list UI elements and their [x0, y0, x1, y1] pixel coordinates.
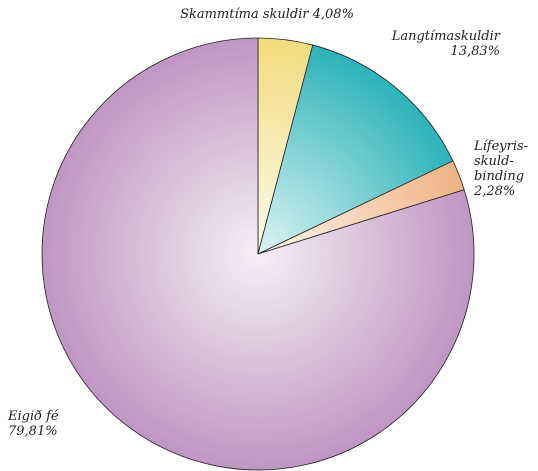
slice-label: Eigið fé 79,81%	[7, 409, 59, 439]
category-name: Langtímaskuldir	[391, 29, 501, 44]
category-name: Eigið fé	[7, 409, 59, 424]
pie-slice	[257, 44, 454, 255]
category-name: Skammtíma skuldir	[180, 7, 309, 22]
value-label: 4,08%	[312, 7, 354, 22]
slice-label: Lífeyris-skuld-binding 2,28%	[473, 139, 528, 199]
slice-label: Skammtíma skuldir 4,08%	[180, 7, 354, 22]
value-label: 2,28%	[473, 184, 515, 199]
category-name: Lífeyris-skuld-binding	[473, 139, 528, 184]
value-label: 13,83%	[450, 44, 500, 59]
slice-label: Langtímaskuldir 13,83%	[391, 29, 501, 59]
pie-slice	[41, 37, 475, 471]
value-label: 79,81%	[8, 424, 58, 439]
